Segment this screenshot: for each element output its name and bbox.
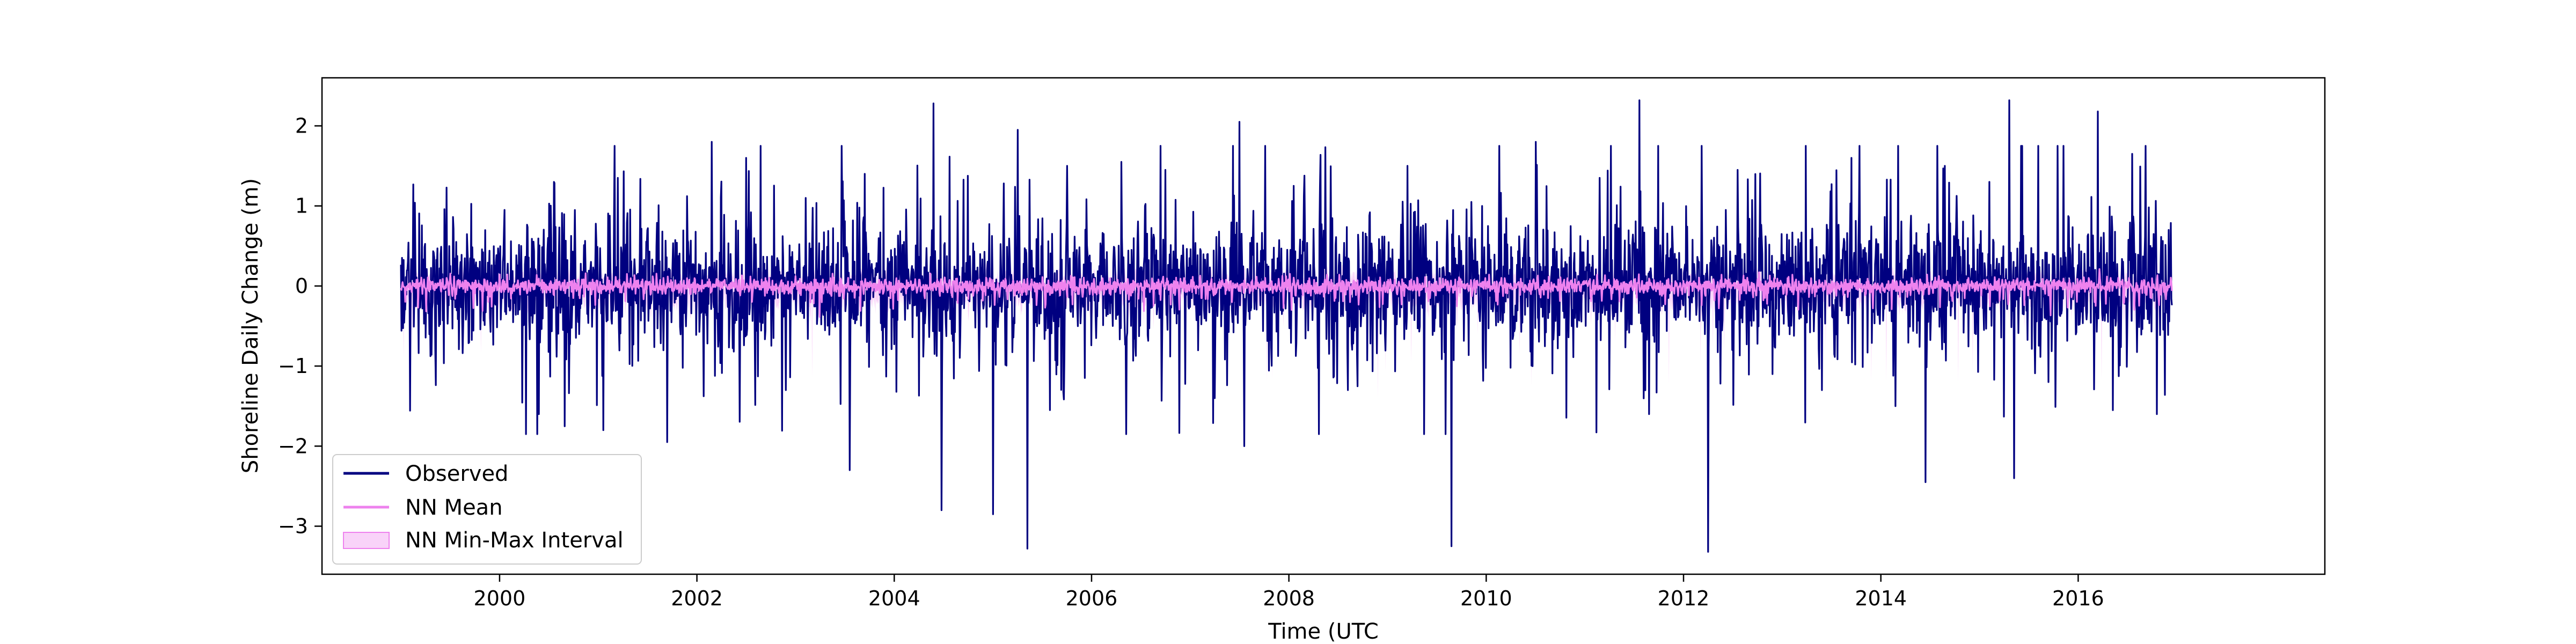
x-tick-label: 2014 [1855, 587, 1907, 610]
y-tick-label: −2 [278, 434, 308, 458]
plot-frame [321, 77, 2326, 575]
legend-label-observed: Observed [405, 462, 508, 486]
x-tick-label: 2012 [1658, 587, 1710, 610]
y-tick-label: 2 [295, 114, 308, 138]
x-axis-label: Time (UTC [1268, 619, 1379, 644]
y-tick-label: 1 [295, 194, 308, 218]
x-axis: 2000 2002 2004 2006 2008 2010 2012 2014 2016 [474, 574, 2104, 610]
y-tick-label: 0 [295, 274, 308, 298]
legend-label-nn-mean: NN Mean [405, 495, 503, 520]
legend-box [332, 454, 642, 565]
x-tick-label: 2016 [2052, 587, 2104, 610]
legend-label-nn-interval: NN Min-Max Interval [405, 528, 624, 553]
nn-mean-series [400, 268, 2173, 318]
x-tick-label: 2002 [671, 587, 723, 610]
y-tick-label: −1 [278, 354, 308, 378]
x-tick-label: 2000 [474, 587, 526, 610]
x-tick-label: 2006 [1066, 587, 1118, 610]
legend-swatch-nn-interval [343, 532, 390, 549]
legend: Observed NN Mean NN Min-Max Interval [332, 454, 642, 565]
x-tick-label: 2010 [1460, 587, 1512, 610]
y-tick-label: −3 [278, 514, 308, 538]
y-axis: 2 1 0 −1 −2 −3 [278, 114, 322, 538]
x-tick-label: 2008 [1263, 587, 1315, 610]
nn-mean-line [400, 268, 2173, 318]
plot-area [400, 99, 2173, 553]
y-axis-label: Shoreline Daily Change (m) [238, 178, 263, 473]
x-tick-label: 2004 [868, 587, 920, 610]
